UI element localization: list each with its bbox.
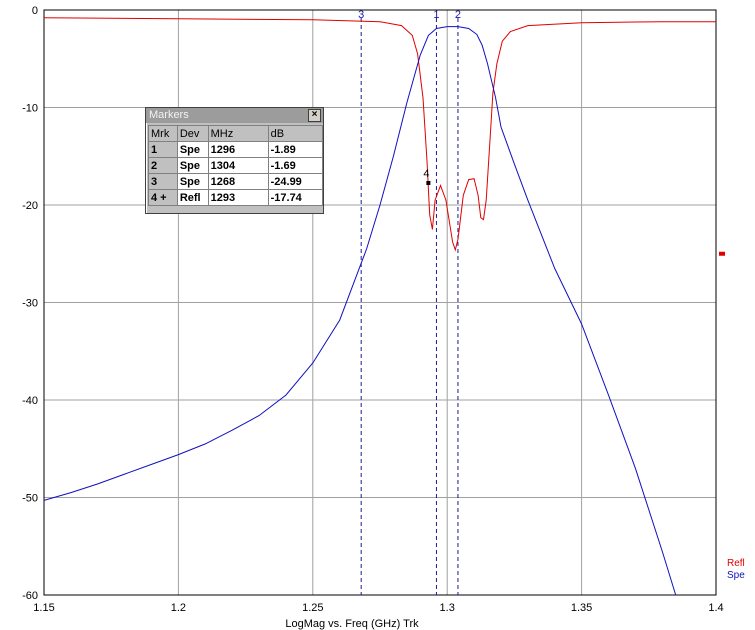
legend-item-spe: Spe — [727, 570, 745, 581]
table-row[interactable]: 2 Spe 1304 -1.69 — [148, 157, 324, 174]
markers-header-mrk: Mrk — [148, 125, 178, 142]
y-tick-label: -50 — [22, 493, 38, 505]
legend-item-refl: Refl — [727, 558, 745, 569]
y-tick-label: -60 — [22, 590, 38, 602]
marker-device: Spe — [176, 157, 209, 174]
marker-line-label: 1 — [433, 9, 439, 21]
marker-id: 1 — [148, 141, 178, 158]
marker-db: -1.89 — [267, 141, 324, 158]
y-tick-label: -10 — [22, 103, 38, 115]
x-tick-label: 1.35 — [571, 602, 592, 614]
marker-device: Spe — [176, 141, 209, 158]
x-tick-label: 1.2 — [171, 602, 186, 614]
marker-device: Spe — [176, 173, 209, 190]
marker-device: Refl — [176, 189, 209, 206]
markers-header-row: Mrk Dev MHz dB — [148, 125, 324, 142]
marker-line-label: 2 — [455, 9, 461, 21]
data-series — [43, 17, 716, 596]
marker-overlays: 4 — [423, 168, 725, 256]
marker-freq: 1304 — [207, 157, 269, 174]
table-row[interactable]: 4 + Refl 1293 -17.74 — [148, 189, 324, 206]
plot-frame — [43, 9, 717, 596]
markers-titlebar[interactable]: Markers × — [146, 108, 323, 123]
y-tick-labels: 0 -10 -20 -30 -40 -50 -60 — [22, 5, 38, 602]
refl-marker-point — [426, 180, 431, 185]
marker-id: 2 — [148, 157, 178, 174]
series-line-spe — [43, 26, 677, 596]
marker-db: -24.99 — [267, 173, 324, 190]
x-tick-label: 1.4 — [708, 602, 723, 614]
x-axis-label: LogMag vs. Freq (GHz) Trk — [285, 618, 419, 630]
x-tick-label: 1.25 — [302, 602, 323, 614]
y-tick-label: -30 — [22, 298, 38, 310]
x-tick-labels: 1.15 1.2 1.25 1.3 1.35 1.4 — [33, 602, 723, 614]
marker-id: 4 + — [148, 189, 178, 206]
markers-header-mhz: MHz — [207, 125, 269, 142]
close-icon[interactable]: × — [308, 109, 321, 122]
reference-level-indicator — [719, 251, 725, 256]
marker-db: -1.69 — [267, 157, 324, 174]
markers-title: Markers — [149, 109, 189, 121]
series-line-refl — [43, 17, 716, 252]
y-tick-label: -40 — [22, 395, 38, 407]
table-row[interactable]: 3 Spe 1268 -24.99 — [148, 173, 324, 190]
y-tick-label: -20 — [22, 200, 38, 212]
x-tick-label: 1.3 — [440, 602, 455, 614]
y-tick-label: 0 — [32, 5, 38, 17]
marker-freq: 1296 — [207, 141, 269, 158]
table-row[interactable]: 1 Spe 1296 -1.89 — [148, 141, 324, 158]
markers-table: Mrk Dev MHz dB 1 Spe 1296 -1.89 2 Spe 13… — [148, 125, 324, 206]
refl-marker-label: 4 — [423, 168, 429, 180]
markers-window[interactable]: Markers × Mrk Dev MHz dB 1 Spe 1296 -1.8… — [145, 107, 324, 214]
marker-db: -17.74 — [267, 189, 324, 206]
marker-id: 3 — [148, 173, 178, 190]
x-tick-label: 1.15 — [33, 602, 54, 614]
markers-header-db: dB — [267, 125, 324, 142]
markers-header-dev: Dev — [176, 125, 209, 142]
marker-freq: 1293 — [207, 189, 269, 206]
marker-freq: 1268 — [207, 173, 269, 190]
marker-line-label: 3 — [358, 9, 364, 21]
vertical-markers[interactable]: 3 1 2 — [358, 9, 461, 595]
